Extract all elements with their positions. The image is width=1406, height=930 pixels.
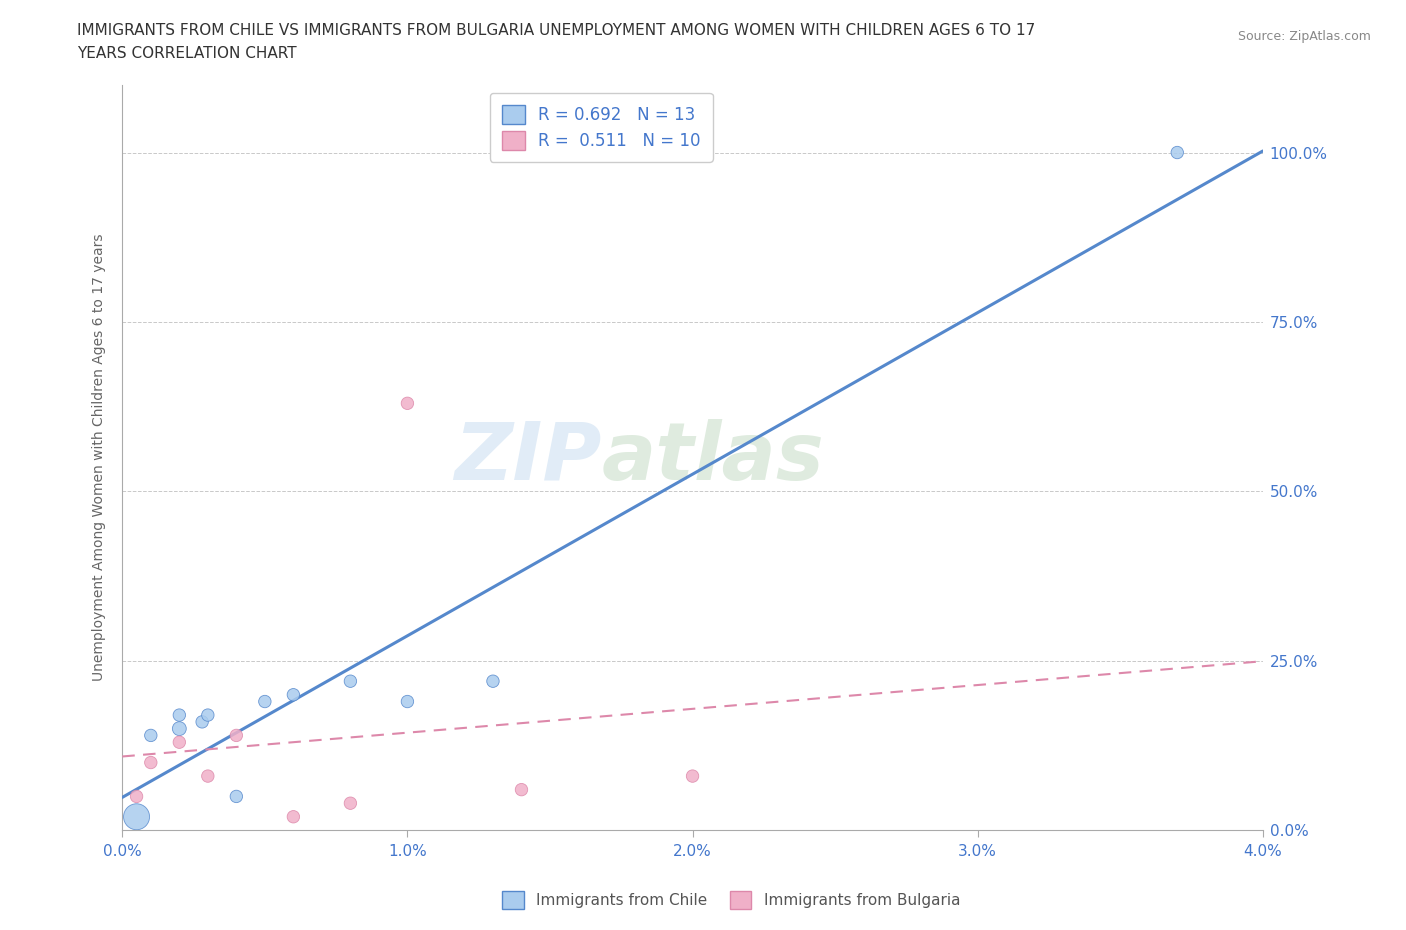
Point <box>197 769 219 784</box>
Y-axis label: Unemployment Among Women with Children Ages 6 to 17 years: Unemployment Among Women with Children A… <box>93 233 107 682</box>
Legend: Immigrants from Chile, Immigrants from Bulgaria: Immigrants from Chile, Immigrants from B… <box>494 882 969 918</box>
Point <box>339 796 361 811</box>
Point <box>139 728 162 743</box>
Point <box>169 721 191 736</box>
Point <box>197 708 219 723</box>
Point <box>283 687 305 702</box>
Point <box>125 789 148 804</box>
Point <box>510 782 533 797</box>
Point <box>253 694 276 709</box>
Point <box>225 789 247 804</box>
Point <box>283 809 305 824</box>
Point <box>125 809 148 824</box>
Point <box>396 396 419 411</box>
Point <box>339 673 361 688</box>
Point <box>139 755 162 770</box>
Text: Source: ZipAtlas.com: Source: ZipAtlas.com <box>1237 30 1371 43</box>
Text: YEARS CORRELATION CHART: YEARS CORRELATION CHART <box>77 46 297 61</box>
Point <box>682 769 704 784</box>
Point <box>169 735 191 750</box>
Text: IMMIGRANTS FROM CHILE VS IMMIGRANTS FROM BULGARIA UNEMPLOYMENT AMONG WOMEN WITH : IMMIGRANTS FROM CHILE VS IMMIGRANTS FROM… <box>77 23 1036 38</box>
Text: atlas: atlas <box>602 418 824 497</box>
Legend: R = 0.692   N = 13, R =  0.511   N = 10: R = 0.692 N = 13, R = 0.511 N = 10 <box>491 93 713 162</box>
Point <box>396 694 419 709</box>
Point <box>191 714 214 729</box>
Point <box>225 728 247 743</box>
Text: ZIP: ZIP <box>454 418 602 497</box>
Point <box>482 673 505 688</box>
Point <box>169 708 191 723</box>
Point <box>1166 145 1188 160</box>
